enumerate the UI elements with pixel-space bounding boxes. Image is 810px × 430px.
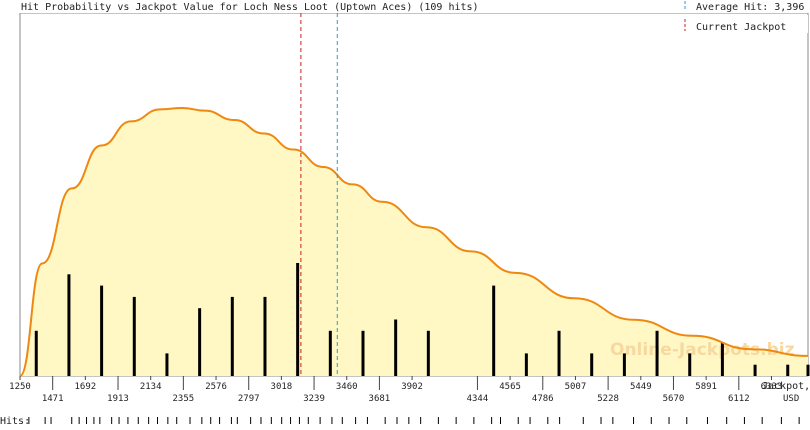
x-tick-label: 4786 <box>532 394 554 404</box>
x-tick-label: 5228 <box>597 394 619 404</box>
bar <box>328 330 332 376</box>
bar <box>132 296 136 376</box>
bar <box>296 263 300 376</box>
bar <box>524 353 528 376</box>
x-tick-label: 1913 <box>107 394 129 404</box>
x-tick-label: 5449 <box>630 382 652 392</box>
bar <box>394 319 398 376</box>
bar <box>655 330 659 376</box>
x-tick-label: 6112 <box>728 394 750 404</box>
chart-title: Hit Probability vs Jackpot Value for Loc… <box>21 2 479 13</box>
x-tick-label: 5007 <box>565 382 587 392</box>
x-tick-label: 5670 <box>663 394 685 404</box>
legend-current-label: Current Jackpot <box>696 22 786 33</box>
legend-average-label: Average Hit: 3,396 <box>696 2 804 13</box>
bar <box>34 330 38 376</box>
bar-group <box>34 263 810 376</box>
bar <box>786 364 790 376</box>
x-axis-label-line1: Jackpot, <box>762 381 810 392</box>
x-tick-label: 2134 <box>140 382 162 392</box>
x-tick-label: 6333 <box>761 382 783 392</box>
x-tick-label: 2576 <box>205 382 227 392</box>
x-tick-label: 2797 <box>238 394 260 404</box>
probability-area <box>20 108 808 376</box>
bar <box>165 353 169 376</box>
x-tick-label: 4565 <box>499 382 521 392</box>
bar <box>492 285 496 376</box>
x-tick-label: 3460 <box>336 382 358 392</box>
title-background <box>0 0 810 13</box>
x-tick-label: 3239 <box>303 394 325 404</box>
hits-label: Hits: <box>0 416 30 425</box>
x-tick-label: 3902 <box>401 382 423 392</box>
bar <box>688 353 692 376</box>
bar <box>622 353 626 376</box>
x-axis-label-line2: USD <box>783 394 799 404</box>
probability-curve <box>19 106 809 377</box>
legend: Average Hit: 3,396 Current Jackpot <box>684 1 808 33</box>
x-tick-label: 1250 <box>9 382 31 392</box>
legend-box <box>684 15 808 33</box>
bar <box>361 330 365 376</box>
bar <box>720 342 724 376</box>
hits-strip <box>28 417 800 424</box>
bar <box>426 330 430 376</box>
bar <box>263 296 267 376</box>
bar <box>557 330 561 376</box>
bar <box>230 296 234 376</box>
x-tick-label: 1471 <box>42 394 64 404</box>
bar <box>198 308 202 376</box>
x-tick-label: 5891 <box>695 382 717 392</box>
bar <box>590 353 594 376</box>
x-tick-label: 3018 <box>271 382 293 392</box>
x-axis-ticks: 1250 1692 2134 2576 3018 3460 3902 4565 5007 5449… <box>9 376 782 404</box>
x-tick-label: 4344 <box>467 394 489 404</box>
bar <box>753 364 757 376</box>
x-tick-label: 3681 <box>369 394 391 404</box>
x-tick-label: 2355 <box>173 394 195 404</box>
bar <box>100 285 104 376</box>
bar <box>67 274 71 376</box>
x-tick-label: 1692 <box>75 382 97 392</box>
bar <box>806 364 810 376</box>
